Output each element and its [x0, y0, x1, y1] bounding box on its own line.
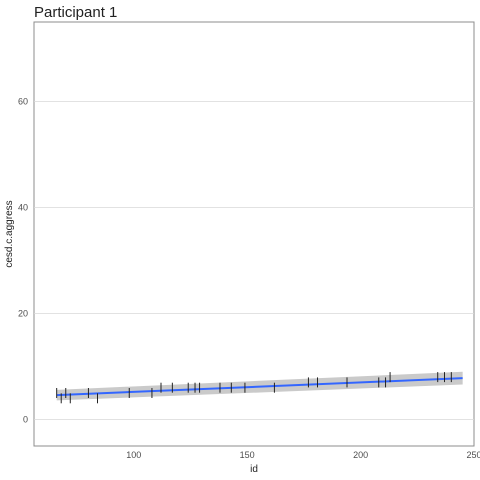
- chart-title: Participant 1: [34, 4, 117, 21]
- y-axis-label: cesd.c.aggress: [4, 200, 15, 267]
- x-tick-label: 100: [126, 450, 141, 460]
- y-tick-label: 40: [18, 203, 28, 213]
- x-tick-label: 150: [240, 450, 255, 460]
- x-axis-label: id: [250, 464, 258, 475]
- y-tick-label: 0: [23, 415, 28, 425]
- grid-lines: [34, 101, 474, 420]
- y-tick-label: 60: [18, 97, 28, 107]
- data-points: [56, 372, 452, 404]
- x-tick-label: 200: [353, 450, 368, 460]
- x-tick-label: 250: [466, 450, 480, 460]
- tick-labels: 0 20 40 60 100 150 200 250: [18, 97, 480, 461]
- trend-line: [56, 377, 463, 397]
- y-tick-label: 20: [18, 309, 28, 319]
